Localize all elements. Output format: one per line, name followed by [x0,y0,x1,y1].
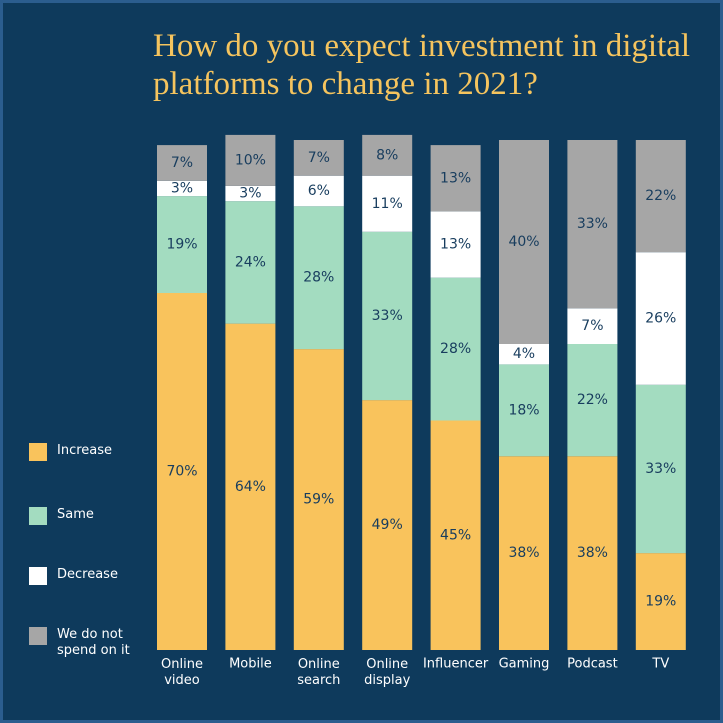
bar-segment [362,231,413,401]
data-label: 7% [581,318,603,334]
bar-segment [567,344,618,457]
legend-item: We do not spend on it [29,627,139,659]
chart: 70% 19% 3% 7% Online video 64% 24% 3% 10% Mobile 59… [157,134,686,688]
data-label: 19% [166,237,197,253]
bar-segment [635,553,686,650]
data-label: 7% [171,155,193,171]
bar-segment [293,349,344,650]
data-label: 45% [440,527,471,543]
chart-title: How do you expect investment in digital … [153,28,691,102]
bar-segment [225,134,276,186]
data-label: 24% [235,254,266,270]
data-label: 38% [508,545,539,561]
bar-segment [362,175,413,232]
data-label: 40% [508,234,539,250]
data-label: 3% [239,186,261,202]
legend-item: Decrease [29,567,139,585]
bar-segment [635,252,686,385]
legend-item: Same [29,507,139,525]
data-label: 33% [372,308,403,324]
bar-segment [635,140,686,253]
bar-segment [499,456,549,650]
data-label: 49% [372,517,403,533]
data-label: 28% [303,270,334,286]
data-label: 11% [372,196,403,212]
data-label: 19% [645,594,676,610]
bar-segment [157,145,207,181]
data-label: 7% [308,150,330,166]
legend-item: Increase [29,443,139,461]
data-label: 59% [303,492,334,508]
data-label: 10% [235,152,266,168]
bar-segment [157,293,207,650]
legend-label: Decrease [57,567,118,582]
bar-segment [499,140,549,344]
bar-segment [635,384,686,554]
bar-segment [499,344,549,365]
bar-segment [293,206,344,350]
bar-segment [362,400,413,650]
bar-segment [362,134,413,176]
data-label: 8% [376,147,398,163]
bar-segment [430,211,481,278]
x-tick-label: TV [651,657,669,672]
legend-swatch [29,567,47,585]
bar-segment [567,308,618,344]
bar-segment [225,323,276,650]
bar-segment [157,196,207,293]
data-label: 38% [577,545,608,561]
bar-segment [430,277,481,421]
legend-swatch [29,443,47,461]
data-label: 33% [645,461,676,477]
bar-segment [567,140,618,309]
bar-segment [293,175,344,207]
legend-label: Same [57,507,94,522]
legend-swatch [29,627,47,645]
bar-segment [567,456,618,650]
data-label: 3% [171,180,193,196]
bar-segment [157,180,207,197]
data-label: 22% [577,392,608,408]
legend-label: We do not spend on it [57,627,130,658]
legend-swatch [29,507,47,525]
bar-segment [225,201,276,324]
bar-segment [225,185,276,202]
data-label: 33% [577,216,608,232]
data-label: 22% [645,188,676,204]
x-tick-label: Online display [364,657,410,688]
data-label: 6% [308,183,330,199]
data-label: 64% [235,479,266,495]
data-label: 28% [440,341,471,357]
data-label: 70% [166,464,197,480]
bar-segment [499,364,549,457]
x-tick-label: Podcast [567,657,618,672]
x-tick-label: Mobile [229,657,272,672]
data-label: 13% [440,237,471,253]
data-label: 13% [440,170,471,186]
bar-segment [293,140,344,176]
data-label: 4% [513,346,535,362]
legend-label: Increase [57,443,113,458]
bar-segment [430,145,481,212]
x-tick-label: Gaming [499,657,550,672]
x-tick-label: Online video [161,657,203,688]
x-tick-label: Influencer [423,657,489,672]
x-tick-label: Online search [297,657,340,688]
bar-segment [430,420,481,650]
data-label: 18% [508,402,539,418]
data-label: 26% [645,311,676,327]
